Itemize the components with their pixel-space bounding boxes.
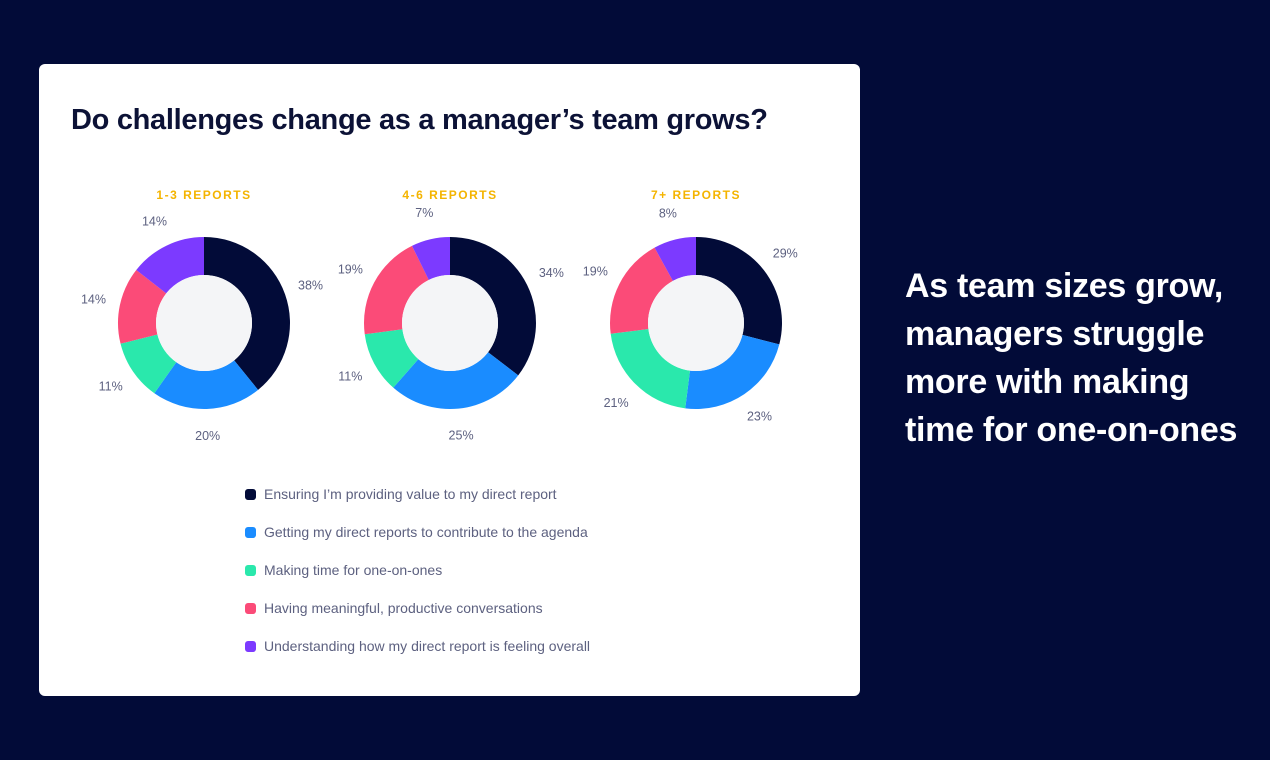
headline-text: As team sizes grow, managers struggle mo…: [905, 267, 1238, 449]
legend-swatch: [245, 640, 256, 652]
legend-label: Ensuring I’m providing value to my direc…: [264, 486, 557, 502]
donut-1-3-slice-1: [204, 237, 290, 390]
donut-4-6-value-label-3: 11%: [338, 369, 362, 383]
donut-4-6-value-label-5: 7%: [415, 206, 433, 220]
chart-card: Do challenges change as a manager’s team…: [39, 64, 860, 696]
donut-charts: 38% 20% 11% 14% 14% 34% 25% 11% 19% 7% 29% 23% 21% 19…: [81, 206, 798, 443]
donut-1-3-slice-2: [154, 360, 259, 409]
donut-1-3-value-label-5: 14%: [142, 214, 167, 228]
donut-1-3-value-label-2: 20%: [195, 429, 220, 443]
donut-7-plus-value-label-5: 8%: [659, 207, 677, 221]
chart-title: Do challenges change as a manager’s team…: [71, 104, 768, 136]
donut-1-3-center: [156, 275, 252, 371]
donut-4-6-value-label-4: 19%: [338, 263, 363, 277]
donut-4-6-value-label-2: 25%: [449, 428, 474, 442]
legend-swatch: [245, 564, 256, 576]
donut-1-3-slice-4: [118, 270, 167, 344]
legend-item: Ensuring I’m providing value to my direc…: [245, 475, 590, 513]
donut-4-6-slice-3: [364, 329, 419, 388]
donut-1-3-value-label-4: 14%: [81, 292, 106, 306]
donut-7-plus-value-label-1: 29%: [773, 247, 798, 261]
legend-swatch: [245, 488, 256, 500]
legend-label: Understanding how my direct report is fe…: [264, 638, 591, 654]
legend-label: Having meaningful, productive conversati…: [264, 600, 543, 616]
donut-4-6-slice-1: [450, 237, 536, 376]
donut-4-6-slice-2: [393, 352, 519, 409]
legend-item: Getting my direct reports to contribute …: [245, 513, 590, 551]
donut-1-3-slice-3: [120, 334, 177, 394]
donut-7-plus-slice-4: [610, 247, 673, 334]
legend-item: Making time for one-on-ones: [245, 551, 590, 589]
donut-1-3-slice-5: [136, 237, 204, 294]
donut-4-6-slice-4: [364, 245, 429, 335]
donut-label-7-plus-reports: 7+ REPORTS: [650, 188, 742, 202]
donut-7-plus-value-label-2: 23%: [747, 409, 772, 423]
donut-7-plus-value-label-4: 19%: [583, 265, 608, 279]
legend-label: Making time for one-on-ones: [264, 562, 443, 578]
legend-swatch: [245, 602, 256, 614]
donut-7-plus-slice-5: [654, 237, 696, 281]
legend-item: Having meaningful, productive conversati…: [245, 589, 590, 627]
legend-swatch: [245, 526, 256, 538]
donut-label-1-3-reports: 1-3 REPORTS: [156, 188, 252, 202]
donut-7-plus-slice-1: [696, 237, 782, 345]
donut-7-plus-slice-2: [685, 334, 780, 409]
donut-1-3-value-label-1: 38%: [298, 278, 323, 292]
donut-7-plus-center: [648, 275, 744, 371]
donut-7-plus-slice-3: [610, 329, 690, 409]
legend-label: Getting my direct reports to contribute …: [264, 524, 588, 540]
donut-1-3-value-label-3: 11%: [99, 380, 123, 394]
donut-4-6-value-label-1: 34%: [539, 266, 564, 280]
legend-item: Understanding how my direct report is fe…: [245, 627, 590, 665]
donut-label-4-6-reports: 4-6 REPORTS: [402, 188, 498, 202]
chart-legend: Ensuring I’m providing value to my direc…: [245, 475, 590, 665]
donut-4-6-slice-5: [411, 237, 450, 280]
donut-4-6-center: [402, 275, 498, 371]
donut-7-plus-value-label-3: 21%: [604, 396, 629, 410]
